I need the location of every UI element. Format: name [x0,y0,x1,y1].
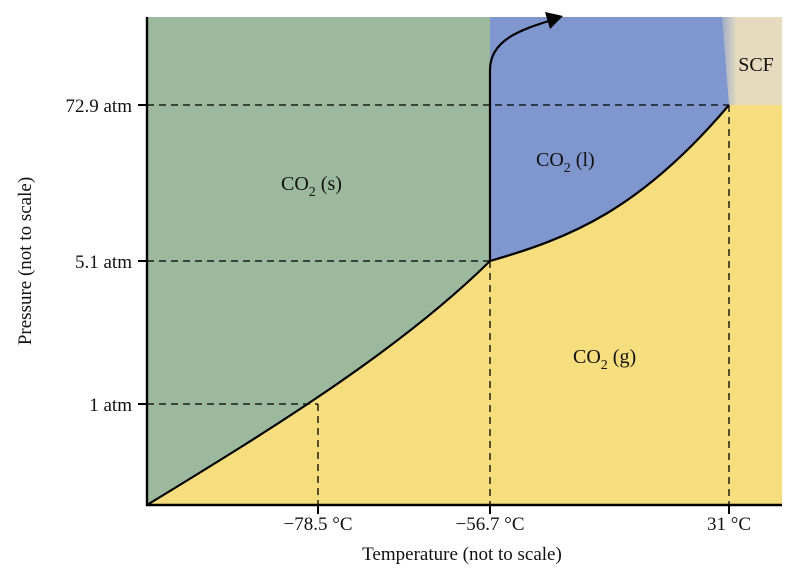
formula-main: CO [536,149,564,171]
vaporization-curve [489,104,730,263]
formula-main: CO [573,346,601,368]
y-tick-label: 5.1 atm [75,252,132,273]
x-axis-title: Temperature (not to scale) [362,544,562,565]
phase-state: (l) [571,149,595,171]
formula-subscript: 2 [601,358,608,373]
y-tick-label: 72.9 atm [66,96,133,117]
scf-region-label: SCF [738,54,774,76]
formula-subscript: 2 [564,161,571,176]
guide-lines [147,104,730,505]
solid-region-label: CO2 (s) [281,173,342,200]
formula-subscript: 2 [309,185,316,200]
x-tick-label: −56.7 °C [456,514,525,535]
y-axis-title: Pressure (not to scale) [15,177,36,345]
x-tick-label: −78.5 °C [284,514,353,535]
liquid-region-label: CO2 (l) [536,149,595,176]
formula-main: CO [281,173,309,195]
melting-curve [488,18,553,261]
phase-state: (g) [608,346,636,368]
melting-curve-arrowhead [545,12,563,29]
tick-marks [138,104,730,514]
liquid-region [490,17,729,261]
gas-region-label: CO2 (g) [573,346,636,373]
x-tick-label: 31 °C [707,514,751,535]
sublimation-curve [146,260,491,506]
phase-state: (s) [316,173,342,195]
scf-region [729,17,782,105]
y-tick-label: 1 atm [89,395,132,416]
